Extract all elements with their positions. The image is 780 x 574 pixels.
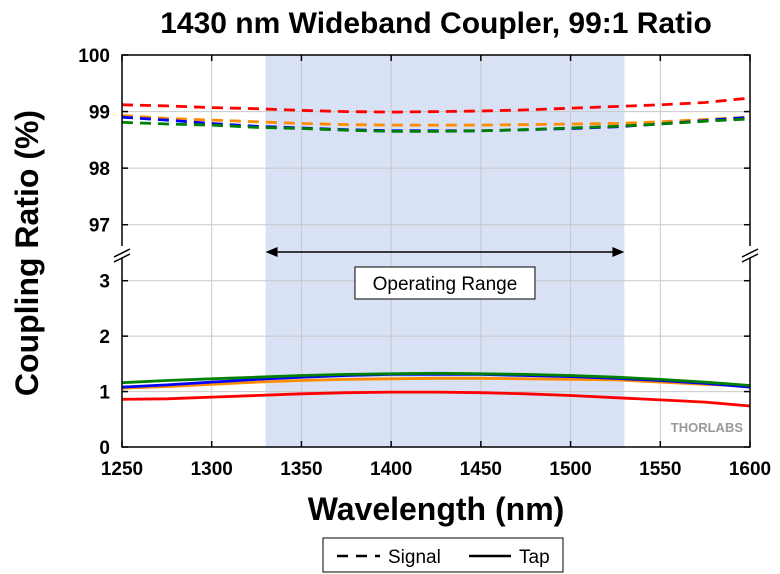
x-tick-label: 1300: [191, 459, 233, 480]
y-tick-label: 0: [99, 438, 110, 459]
series-line-dashed: [121, 114, 751, 127]
x-tick-label: 1400: [370, 459, 412, 480]
legend-signal-label: Signal: [388, 547, 441, 568]
x-axis-label: Wavelength (nm): [308, 491, 565, 527]
operating-range-label: Operating Range: [373, 274, 518, 295]
y-axis-label: Coupling Ratio (%): [9, 110, 45, 396]
axis-break-slash: [113, 253, 131, 263]
annotation-box: [354, 266, 536, 300]
axis-break-slash: [741, 248, 759, 258]
legend-tap-label: Tap: [519, 547, 550, 568]
y-tick-label: 97: [89, 216, 110, 237]
svg-text:THORLABS: THORLABS: [671, 420, 744, 435]
axis-break-slash: [113, 248, 131, 258]
arrow-head-left: [265, 247, 278, 257]
series-line-solid: [121, 371, 751, 387]
y-tick-label: 3: [99, 272, 110, 293]
series-line-solid: [121, 390, 751, 408]
y-tick-label: 100: [78, 46, 110, 67]
y-tick-label: 2: [99, 327, 110, 348]
y-tick-label: 98: [89, 159, 110, 180]
axis-break-marks: [113, 246, 759, 263]
series-line-dashed: [121, 96, 751, 114]
series-line-solid: [121, 376, 751, 390]
series-layer: [121, 96, 751, 408]
x-tick-label: 1450: [460, 459, 502, 480]
operating-range-shading: [265, 55, 625, 447]
series-line-dashed: [121, 117, 751, 133]
chart-title: 1430 nm Wideband Coupler, 99:1 Ratio: [160, 7, 712, 40]
x-tick-label: 1250: [101, 459, 143, 480]
axis-break-slash: [741, 253, 759, 263]
y-tick-label: 99: [89, 103, 110, 124]
axis-ticks: 1250 1300 1350 1400 1450 1500 1550 160097989910…: [78, 46, 771, 480]
arrow-head-right: [612, 247, 625, 257]
thorlabs-watermark: THORLABS: [671, 420, 744, 435]
x-tick-label: 1350: [280, 459, 322, 480]
x-tick-label: 1550: [639, 459, 681, 480]
legend: Signal Tap: [322, 537, 564, 573]
y-tick-label: 1: [99, 383, 110, 404]
operating-range-arrow: [265, 247, 625, 257]
x-tick-label: 1600: [729, 459, 771, 480]
x-tick-label: 1500: [549, 459, 591, 480]
